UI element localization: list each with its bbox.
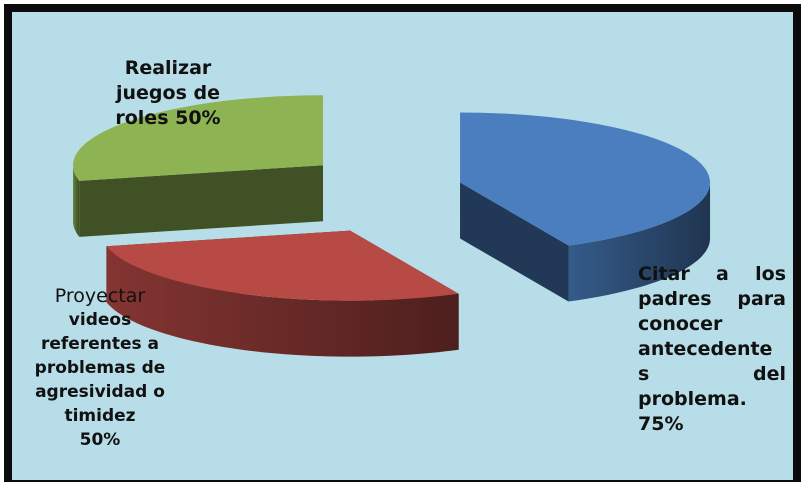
pie-slice-0-rim: [568, 182, 711, 302]
pie-chart: [73, 95, 711, 357]
pie-slice-0: [460, 112, 711, 302]
slice-label-proyectar-videos: Proyectar videos referentes a problemas …: [34, 285, 166, 450]
pie-slice-1-rim: [106, 246, 459, 357]
pie-slice-1-top: [106, 230, 459, 301]
chart-frame: Realizar juegos de roles 50% Proyectar v…: [4, 4, 801, 482]
pie-slice-2: [73, 95, 324, 237]
pie-slice-0-top: [460, 112, 711, 246]
pie-slice-2-rim: [73, 166, 80, 237]
pie-slice-2-wall-0: [79, 165, 324, 237]
slice-label-realizar-juegos: Realizar juegos de roles 50%: [115, 57, 221, 129]
pie-slice-0-wall-1: [460, 182, 569, 302]
pie-slice-1: [106, 230, 459, 357]
slice-label-citar-padres: Citar a los padres para conocer antecede…: [638, 263, 786, 435]
pie-slice-2-top: [73, 95, 324, 181]
